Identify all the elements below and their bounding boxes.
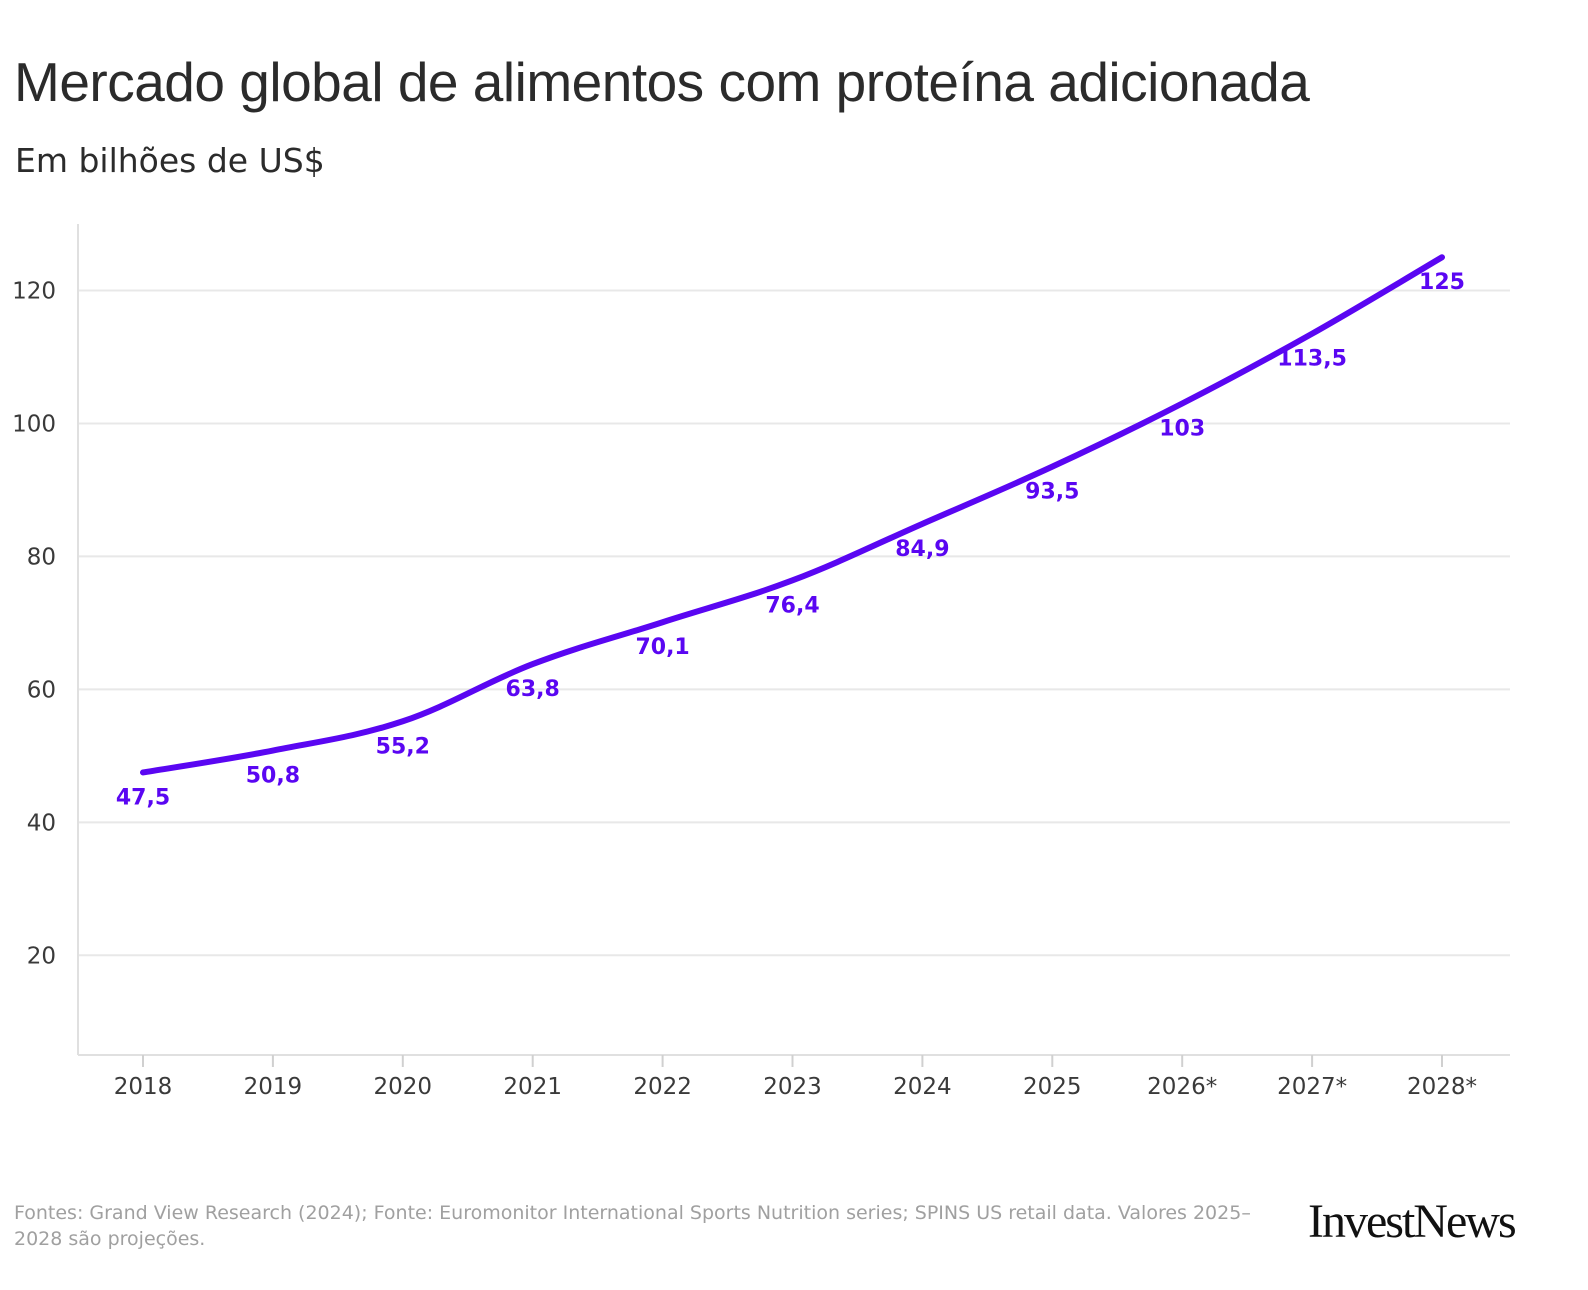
x-tick-label: 2020	[374, 1074, 433, 1100]
y-tick-label: 120	[12, 278, 56, 304]
data-labels: 47,5 50,8 55,2 63,8 70,1 76,4 84,9 93,5 103 113,5…	[116, 270, 1465, 810]
x-tick-label: 2018	[114, 1074, 173, 1100]
data-label: 50,8	[246, 764, 300, 789]
y-tick-label: 100	[12, 411, 56, 437]
series-line	[140, 254, 1445, 776]
y-tick-label: 40	[27, 810, 56, 836]
data-label: 113,5	[1277, 347, 1347, 372]
x-axis-ticks: 2018 2019 2020 2021 2022 2023 2024 2025 2026* 202…	[114, 1055, 1477, 1100]
data-label: 70,1	[635, 635, 689, 660]
data-label: 93,5	[1025, 480, 1079, 505]
x-tick-label: 2019	[244, 1074, 303, 1100]
gridlines	[78, 289, 1510, 957]
source-note: Fontes: Grand View Research (2024); Font…	[14, 1202, 1251, 1250]
x-tick-label: 2028*	[1407, 1074, 1477, 1100]
x-tick-label: 2023	[763, 1074, 822, 1100]
y-axis-ticks: 20 40 60 80 100 120	[12, 278, 56, 969]
axes	[77, 224, 1510, 1056]
investnews-logo: InvestNews	[1308, 1195, 1517, 1248]
x-tick-label: 2027*	[1277, 1074, 1347, 1100]
y-tick-label: 80	[27, 544, 56, 570]
x-tick-label: 2026*	[1147, 1074, 1217, 1100]
data-label: 76,4	[765, 593, 819, 618]
x-tick-label: 2025	[1023, 1074, 1082, 1100]
data-label: 55,2	[376, 734, 430, 759]
data-label: 47,5	[116, 785, 170, 810]
data-label: 125	[1419, 270, 1465, 295]
data-label: 84,9	[895, 537, 949, 562]
data-label: 63,8	[506, 677, 560, 702]
chart-subtitle: Em bilhões de US$	[15, 141, 325, 180]
y-tick-label: 20	[27, 943, 56, 969]
chart-title: Mercado global de alimentos com proteína…	[14, 51, 1310, 113]
x-tick-label: 2022	[633, 1074, 692, 1100]
x-tick-label: 2021	[503, 1074, 562, 1100]
y-tick-label: 60	[27, 677, 56, 703]
x-tick-label: 2024	[893, 1074, 952, 1100]
series	[140, 254, 1445, 776]
data-label: 103	[1159, 416, 1205, 441]
